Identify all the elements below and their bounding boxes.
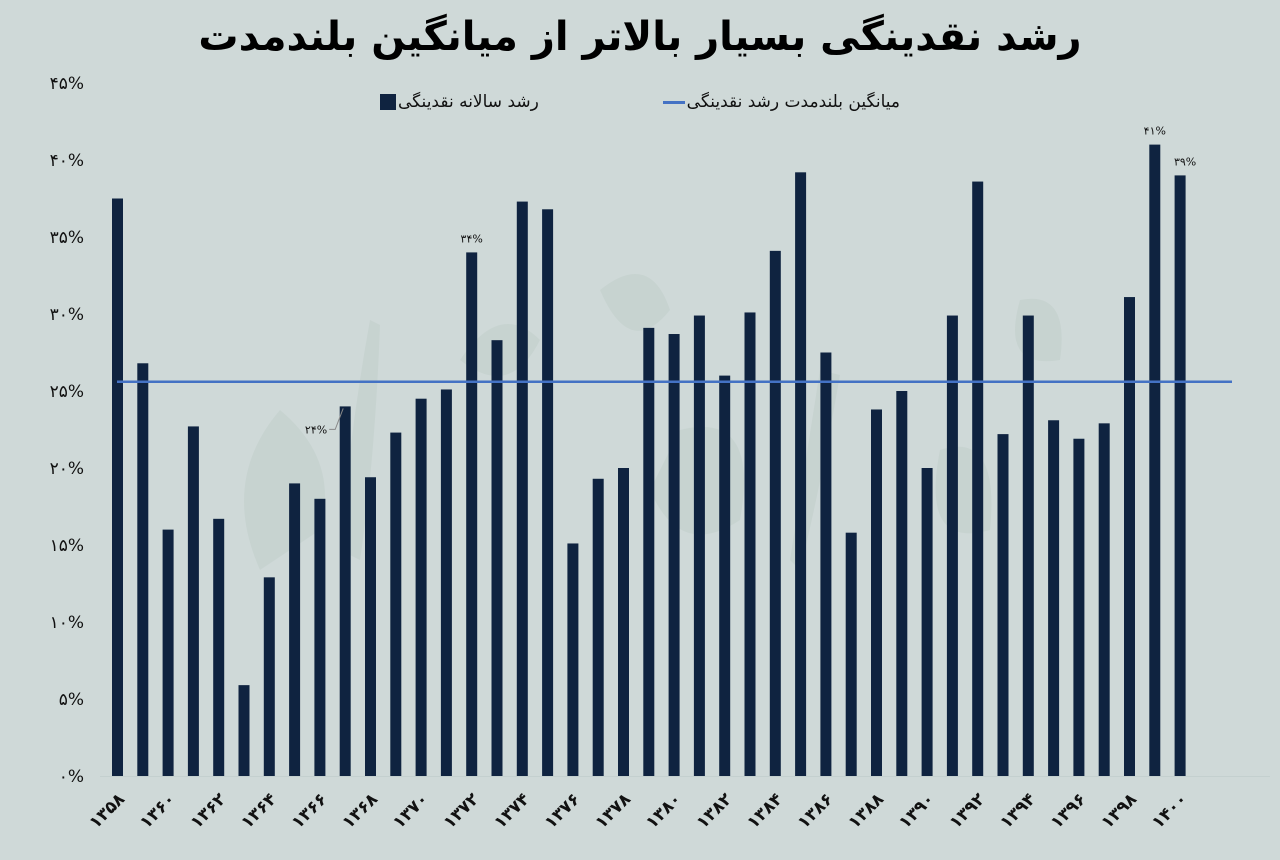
bar-1394 (1022, 315, 1034, 776)
bar-1360 (162, 529, 174, 776)
legend-label-annual: رشد سالانه نقدینگی (398, 92, 539, 112)
bar-1370 (415, 398, 427, 776)
bar-1359 (137, 363, 149, 776)
bar-1391 (946, 315, 958, 776)
x-tick-label: ۱۳۷۲ (440, 789, 484, 833)
x-tick-label: ۱۳۶۶ (288, 789, 331, 832)
chart-legend: میانگین بلندمدت رشد نقدینگی رشد سالانه ن… (380, 92, 900, 112)
bar-1363 (238, 685, 250, 776)
x-tick-label: ۱۳۶۰ (136, 789, 179, 832)
y-tick-label: ۴۰% (50, 151, 84, 171)
leader-line (329, 408, 344, 430)
y-tick-label: ۴۵% (50, 74, 84, 94)
x-tick-label: ۱۳۸۲ (693, 789, 737, 833)
bar-1379 (643, 327, 655, 776)
bar-1361 (187, 426, 199, 776)
bar-1389 (896, 391, 908, 776)
legend-item-average: میانگین بلندمدت رشد نقدینگی (662, 92, 900, 112)
bar-1385 (795, 172, 807, 776)
x-tick-label: ۱۳۵۸ (86, 789, 130, 833)
y-tick-label: ۲۵% (50, 382, 84, 402)
bar-1372 (466, 252, 478, 776)
bar-1380 (668, 334, 680, 776)
x-tick-label: ۱۳۹۶ (1047, 789, 1090, 832)
x-tick-label: ۱۳۹۸ (1098, 789, 1142, 833)
y-tick-label: ۳۵% (50, 228, 84, 248)
x-tick-label: ۱۳۶۴ (237, 789, 280, 832)
data-label: ۴۱% (1144, 125, 1166, 138)
bar-1362 (213, 518, 225, 776)
bar-1366 (314, 498, 326, 776)
bar-1367 (339, 406, 351, 776)
bar-1375 (542, 209, 554, 776)
bar-1398 (1124, 297, 1135, 776)
y-tick-label: ۱۰% (50, 613, 84, 633)
bar-1371 (440, 389, 452, 776)
x-tick-label: ۱۳۶۲ (187, 789, 231, 833)
bar-1365 (289, 483, 301, 776)
bar-1378 (618, 468, 629, 776)
x-tick-label: ۱۴۰۰ (1148, 789, 1191, 832)
x-tick-label: ۱۳۸۶ (794, 789, 837, 832)
x-tick-label: ۱۳۷۸ (592, 789, 636, 833)
bar-1399 (1149, 144, 1161, 777)
bar-1364 (263, 577, 275, 776)
x-tick-label: ۱۳۹۰ (895, 789, 938, 832)
bar-1397 (1098, 423, 1110, 776)
x-tick-label: ۱۳۷۶ (541, 789, 584, 832)
bar-1395 (1048, 420, 1060, 776)
chart-title: رشد نقدینگی بسیار بالاتر از میانگین بلند… (198, 14, 1082, 60)
bar-1376 (567, 543, 579, 776)
bar-1377 (592, 478, 604, 776)
x-tick-label: ۱۳۹۲ (946, 789, 990, 833)
bar-1400 (1174, 175, 1186, 776)
legend-item-annual: رشد سالانه نقدینگی (380, 92, 539, 112)
y-tick-label: ۰% (59, 767, 84, 787)
line-swatch-icon (662, 100, 685, 104)
bar-1393 (997, 434, 1009, 776)
bar-1382 (719, 375, 731, 776)
bar-1358 (112, 198, 123, 776)
x-tick-label: ۱۳۶۸ (339, 789, 383, 833)
bar-1386 (820, 352, 832, 776)
x-tick-label: ۱۳۸۸ (845, 789, 889, 833)
bar-1381 (693, 315, 705, 776)
x-tick-label: ۱۳۸۰ (642, 789, 685, 832)
data-label: ۳۹% (1174, 155, 1196, 168)
bar-1384 (769, 250, 781, 777)
bar-swatch-icon (380, 94, 396, 110)
bar-1373 (491, 340, 503, 776)
x-tick-label: ۱۳۹۴ (996, 789, 1039, 832)
data-label: ۲۴% (305, 423, 327, 436)
y-tick-label: ۲۰% (50, 459, 84, 479)
y-tick-label: ۱۵% (50, 536, 84, 556)
legend-label-average: میانگین بلندمدت رشد نقدینگی (686, 92, 900, 112)
bar-1390 (921, 468, 933, 776)
x-tick-label: ۱۳۷۴ (490, 789, 533, 832)
bar-1387 (845, 532, 857, 776)
y-tick-label: ۵% (59, 690, 84, 710)
data-label: ۳۴% (461, 232, 483, 245)
bar-1392 (972, 181, 984, 776)
x-tick-label: ۱۳۸۴ (743, 789, 786, 832)
x-tick-label: ۱۳۷۰ (389, 789, 432, 832)
bar-1374 (516, 201, 528, 776)
y-tick-label: ۳۰% (50, 305, 84, 325)
bar-1388 (871, 409, 882, 776)
bar-1383 (744, 312, 756, 776)
bar-1396 (1073, 438, 1085, 776)
bar-1368 (365, 477, 376, 776)
bar-1369 (390, 432, 402, 776)
